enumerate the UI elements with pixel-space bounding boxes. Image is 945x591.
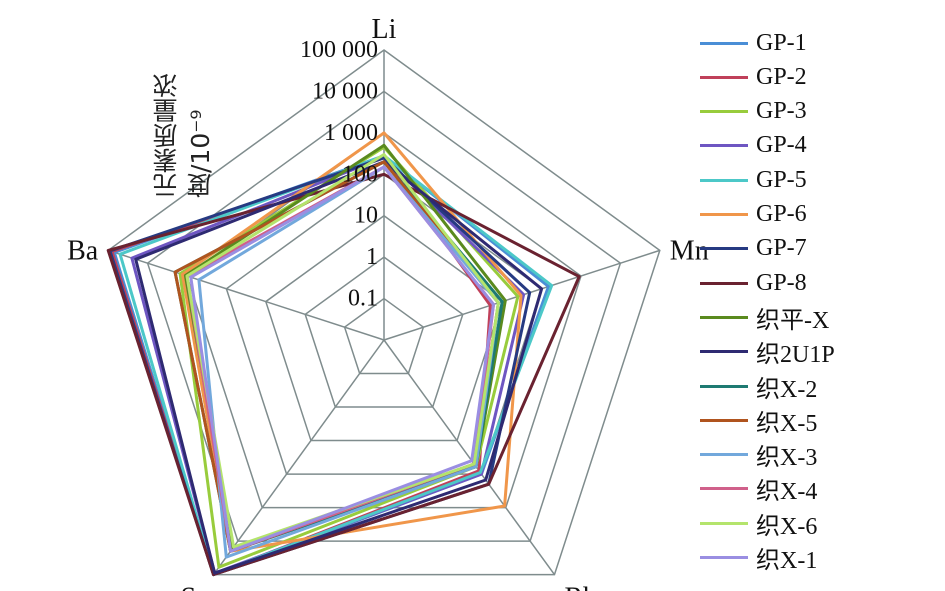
axis-labels: Li Mn Rb Sr Ba <box>67 14 709 591</box>
spoke <box>383 339 556 576</box>
legend-swatch <box>700 453 748 457</box>
legend-item: 织X-3 <box>700 439 817 471</box>
legend-label: 织X-6 <box>756 513 818 540</box>
legend-label: 织X-4 <box>756 479 818 506</box>
legend-item: 织X-4 <box>700 473 817 505</box>
series-line <box>183 143 507 550</box>
legend-label: GP-5 <box>756 166 807 193</box>
spoke <box>212 339 385 576</box>
legend-item: 织X-6 <box>700 507 818 540</box>
tick-label: 10 <box>354 203 378 229</box>
legend-item: GP-8 <box>700 267 807 299</box>
legend-item: 织X-5 <box>700 404 818 437</box>
tick-label: 1 000 <box>324 120 378 146</box>
tick-label: 100 <box>342 161 378 187</box>
tick-label: 100 000 <box>300 37 378 63</box>
legend-swatch <box>700 384 748 388</box>
legend-label: 织X-2 <box>756 376 818 403</box>
series-line <box>106 172 581 577</box>
legend-label: 织2U1P <box>756 342 835 369</box>
tick-labels: 0.1 1 10 100 1 000 10 000 100 000 <box>300 37 378 312</box>
legend-swatch <box>700 178 748 182</box>
y-axis-title-line1: 元素质量浓 <box>152 73 181 198</box>
series-line <box>118 154 554 577</box>
y-axis-title: 元素质量浓 度/10⁻⁹ <box>150 8 240 198</box>
legend-label: GP-8 <box>756 269 807 296</box>
legend-item: 织X-2 <box>700 370 818 403</box>
legend-swatch <box>700 521 748 525</box>
legend-swatch <box>700 487 748 491</box>
legend-label: GP-4 <box>756 132 807 159</box>
legend-swatch <box>700 350 748 354</box>
grid-ring <box>343 297 425 375</box>
legend-swatch <box>700 213 748 216</box>
legend-swatch <box>700 281 748 285</box>
legend-item: GP-1 <box>700 27 807 59</box>
legend-swatch <box>700 75 748 79</box>
legend-item: GP-4 <box>700 130 807 162</box>
axis-label-ba: Ba <box>67 235 99 266</box>
legend-label: 织平-X <box>756 307 830 334</box>
axis-label-rb: Rb <box>564 583 597 591</box>
legend-item: GP-5 <box>700 164 807 196</box>
legend-item: 织平-X <box>700 301 830 334</box>
legend-swatch <box>700 315 748 319</box>
legend-item: GP-2 <box>700 61 807 93</box>
grid-ring <box>225 173 543 475</box>
axis-label-li: Li <box>372 14 397 45</box>
series-line <box>134 160 544 575</box>
legend-swatch <box>700 41 748 45</box>
legend-item: 织X-1 <box>700 542 817 574</box>
axis-label-mn: Mn <box>670 235 709 266</box>
grid-ring <box>107 49 661 576</box>
legend-label: 织X-3 <box>756 445 818 472</box>
legend-label: GP-2 <box>756 63 807 90</box>
tick-label: 1 <box>366 244 378 270</box>
tick-label: 0.1 <box>348 286 378 312</box>
legend-swatch <box>700 247 748 251</box>
grid-ring <box>304 256 464 408</box>
legend-swatch <box>700 144 748 148</box>
legend-item: 织2U1P <box>700 336 835 368</box>
spoke <box>107 249 385 341</box>
legend-label: GP-7 <box>756 235 807 262</box>
series-group <box>106 131 581 577</box>
legend-swatch <box>700 556 748 559</box>
legend-item: GP-3 <box>700 96 807 128</box>
legend-label: 织X-1 <box>756 548 818 574</box>
legend-label: GP-6 <box>756 201 807 227</box>
grid-ring <box>264 214 504 442</box>
legend-item: GP-6 <box>700 199 807 231</box>
legend-swatch <box>700 110 748 114</box>
series-line <box>189 165 495 553</box>
legend-swatch <box>700 418 748 422</box>
y-axis-title-line2: 度/10⁻⁹ <box>186 109 215 198</box>
legend-label: GP-1 <box>756 29 807 56</box>
legend-label: GP-3 <box>756 98 807 125</box>
axis-label-sr: Sr <box>181 583 207 591</box>
legend-label: 织X-5 <box>756 410 818 437</box>
legend-item: GP-7 <box>700 233 807 265</box>
tick-label: 10 000 <box>312 78 378 104</box>
